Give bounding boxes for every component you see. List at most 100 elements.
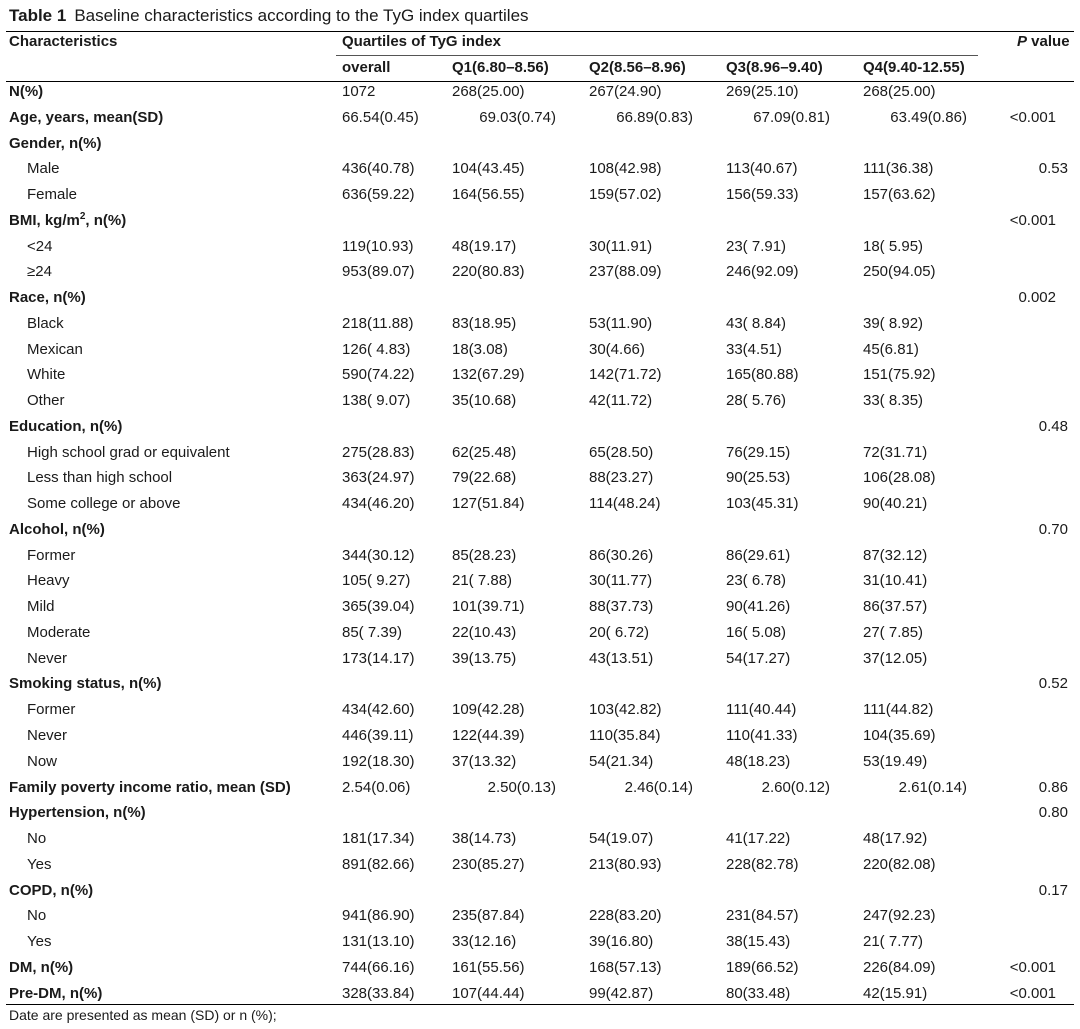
table-cell: 168(57.13) [589,958,662,976]
p-value-cell: 0.48 [1038,417,1068,435]
table-cell: 1072 [342,83,376,100]
table-cell: 54(21.34) [589,752,654,770]
table-cell: 636(59.22) [342,186,415,204]
table-cell: 23( 6.78) [726,572,787,590]
table-cell: 104(43.45) [452,160,525,178]
table-cell: 744(66.16) [342,958,415,976]
table-cell: 109(42.28) [452,701,525,719]
row-label: Moderate [9,622,90,644]
table-cell: 2.60(0.12) [761,778,830,796]
table-cell: 105( 9.27) [342,572,411,590]
table-cell: 953(89.07) [342,263,415,281]
table-cell: 38(14.73) [452,830,517,848]
table-cell: 33( 8.35) [863,392,924,410]
p-value-cell: 0.80 [1038,804,1068,822]
table-cell: 86(30.26) [589,546,654,564]
table-cell: 189(66.52) [726,958,799,976]
table-cell: 2.46(0.14) [624,778,693,796]
table-cell: 108(42.98) [589,160,662,178]
row-label-text: Former [27,546,76,564]
row-label: ≥24 [9,261,52,283]
row-label: Male [9,158,60,180]
table-cell: 45(6.81) [863,340,919,358]
row-label-text: COPD, n(%) [9,881,94,899]
table-cell: 87(32.12) [863,546,928,564]
table-cell: 21( 7.88) [452,572,513,590]
table-cell: 42(11.72) [589,392,653,410]
table-cell: 142(71.72) [589,366,662,384]
table-cell: 237(88.09) [589,263,662,281]
table-cell: 110(35.84) [589,727,661,744]
table-cell: 268(25.00) [863,83,936,100]
table-cell: 88(37.73) [589,598,654,616]
table-cell: 104(35.69) [863,727,936,744]
p-value-cell: 0.53 [1038,160,1068,178]
row-label: Black [9,313,64,335]
row-label-text: <24 [27,237,53,255]
table-cell: 43( 8.84) [726,314,787,332]
row-label: N(%) [9,81,43,103]
table-cell: 156(59.33) [726,186,799,204]
row-label: <24 [9,236,52,258]
table-cell: 63.49(0.86) [890,108,967,126]
row-label: Education, n(%) [9,416,122,438]
table-cell: 53(19.49) [863,752,928,770]
row-label: COPD, n(%) [9,880,93,902]
table-cell: 30(11.77) [589,572,653,590]
table-cell: 66.89(0.83) [616,108,693,126]
row-label: White [9,364,65,386]
table-cell: 54(17.27) [726,649,791,667]
p-value-cell: <0.001 [1009,108,1056,126]
table-cell: 54(19.07) [589,830,654,848]
row-label: No [9,828,46,850]
row-label-text: Now [27,752,58,770]
row-label-text: Less than high school [27,469,173,487]
row-label-text: Black [27,314,64,332]
table-cell: 344(30.12) [342,546,415,564]
table-cell: 86(29.61) [726,546,791,564]
table-cell: 2.54(0.06) [342,778,411,796]
row-label-text: Race, n(%) [9,289,86,307]
table-cell: 275(28.83) [342,443,415,461]
table-cell: 127(51.84) [452,495,525,513]
row-label: BMI, kg/m2, n(%) [9,210,126,232]
table-cell: 268(25.00) [452,83,525,100]
row-label: Alcohol, n(%) [9,519,105,541]
column-header: overall [342,59,391,76]
table-cell: 151(75.92) [863,366,936,384]
table-cell: 90(25.53) [726,469,791,487]
table-cell: 434(46.20) [342,495,415,513]
table-cell: 173(14.17) [342,649,415,667]
row-label: Race, n(%) [9,287,86,309]
table-cell: 30(4.66) [589,340,645,358]
column-header: Q3(8.96–9.40) [726,59,823,76]
table-cell: 103(45.31) [726,495,799,513]
row-label: Former [9,545,75,567]
table-cell: 106(28.08) [863,469,936,487]
row-label-text: No [27,907,47,925]
row-label-text: Some college or above [27,495,181,513]
table-cell: 126( 4.83) [342,340,411,358]
table-cell: 33(12.16) [452,933,517,951]
row-label: Other [9,390,65,412]
table-cell: 48(18.23) [726,752,791,770]
row-label-text: No [27,830,47,848]
row-label-text: Education, n(%) [9,417,123,435]
p-value-cell: <0.001 [1009,984,1056,1002]
table-cell: 218(11.88) [342,314,414,332]
row-label: No [9,905,46,927]
table-cell: 213(80.93) [589,855,662,873]
column-header: Q1(6.80–8.56) [452,59,549,76]
top-rule [6,31,1074,32]
table-cell: 41(17.22) [726,830,791,848]
quartiles-group-header: Quartiles of TyG index [342,33,501,50]
table-cell: 31(10.41) [863,572,928,590]
table-cell: 53(11.90) [589,314,653,332]
row-label: Never [9,725,67,747]
row-label: Pre-DM, n(%) [9,983,102,1005]
p-value-cell: 0.17 [1038,881,1068,899]
table-cell: 138( 9.07) [342,392,411,410]
table-cell: 2.61(0.14) [898,778,967,796]
table-cell: 110(41.33) [726,727,798,744]
row-label-text: White [27,366,66,384]
